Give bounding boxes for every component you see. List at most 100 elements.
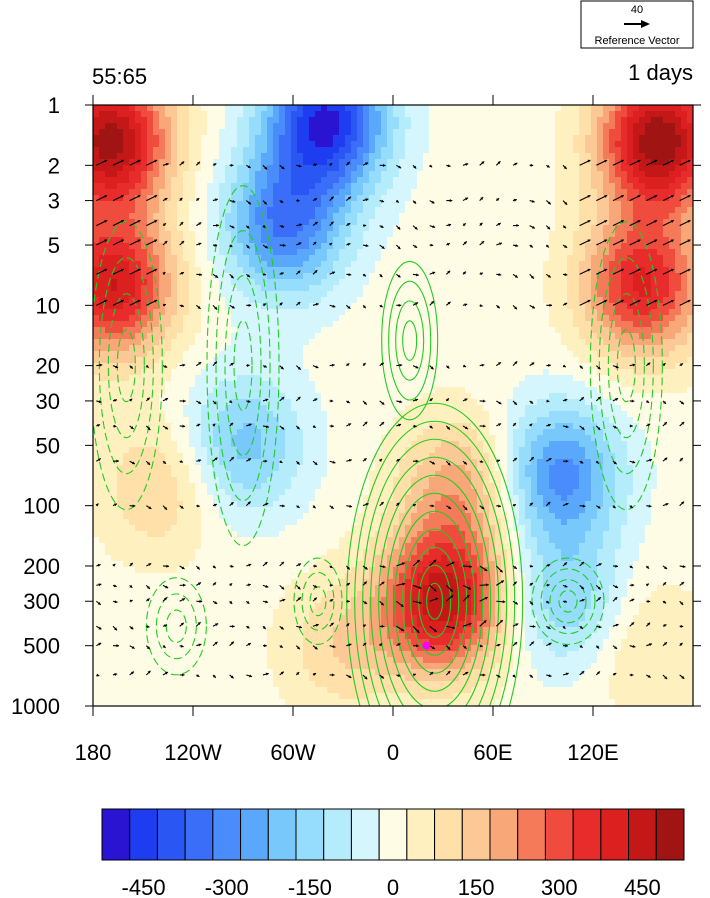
- wind-vector-head: [449, 588, 453, 592]
- wind-vector-head: [146, 598, 150, 602]
- wind-vector-head: [97, 424, 101, 427]
- colorbar-swatch: [655, 808, 685, 861]
- contour-7-4: [206, 185, 280, 547]
- wind-vector-head: [329, 242, 332, 246]
- wind-vector-head: [464, 303, 468, 307]
- contour-2-4: [531, 557, 605, 645]
- wind-vector-head: [154, 239, 158, 243]
- contour-3-3: [293, 557, 343, 645]
- contour-6-1: [616, 329, 636, 403]
- wind-vector-head: [145, 364, 149, 368]
- wind-vector-head: [587, 239, 591, 243]
- wind-vector-head: [247, 501, 251, 505]
- contour-5-2: [107, 293, 145, 439]
- colorbar-swatch: [156, 808, 186, 861]
- wind-vector-head: [498, 242, 502, 246]
- wind-vector-head: [465, 162, 469, 166]
- wind-vector-head: [687, 239, 691, 243]
- contour-0-3: [410, 546, 460, 656]
- wind-vector-head: [480, 460, 484, 464]
- wind-vector-head: [468, 622, 472, 626]
- colorbar-swatch: [295, 808, 325, 861]
- wind-vector-head: [498, 504, 501, 508]
- wind-vector-head: [229, 400, 233, 403]
- wind-vector-head: [104, 195, 108, 198]
- colorbar-swatch: [406, 808, 436, 861]
- wind-vector-head: [647, 362, 651, 366]
- wind-vector-head: [664, 566, 668, 569]
- wind-vector-head: [497, 459, 500, 463]
- wind-vector-head: [265, 600, 269, 604]
- contour-2-1: [558, 589, 578, 613]
- wind-vector-head: [164, 198, 168, 201]
- wind-vector-head: [114, 673, 118, 677]
- wind-vector-head: [363, 224, 367, 228]
- wind-vector-head: [181, 566, 185, 570]
- wind-vector-head: [464, 507, 468, 510]
- wind-vector-head: [416, 559, 420, 563]
- contour-7-3: [215, 230, 271, 502]
- wind-vector-head: [613, 461, 617, 465]
- contour-7-1: [233, 320, 253, 412]
- wind-vector-head: [463, 645, 467, 649]
- wind-vector-head: [379, 304, 383, 308]
- wind-vector-head: [580, 397, 584, 401]
- wind-vector-head: [670, 268, 674, 272]
- wind-vector-head: [163, 303, 166, 307]
- wind-vector-head: [297, 396, 301, 400]
- wind-vector-head: [631, 583, 635, 587]
- wind-vector-head: [264, 459, 268, 463]
- wind-vector-head: [663, 582, 667, 586]
- wind-vector-head: [598, 625, 602, 629]
- wind-vector-head: [514, 306, 517, 310]
- contour-5-4: [93, 221, 163, 511]
- wind-vector-head: [448, 506, 452, 509]
- wind-vector-head: [430, 301, 434, 305]
- wind-vector-head: [429, 425, 433, 429]
- wind-vector-head: [604, 195, 608, 198]
- wind-vector-head: [681, 501, 685, 505]
- wind-vector-head: [329, 163, 333, 167]
- wind-vector-head: [670, 239, 674, 243]
- wind-vector-head: [579, 365, 583, 369]
- wind-vector-head: [331, 424, 334, 428]
- wind-vector-head: [514, 642, 518, 645]
- wind-vector-head: [512, 674, 516, 678]
- wind-vector-head: [230, 275, 234, 279]
- wind-vector-head: [445, 398, 449, 402]
- wind-vector-head: [565, 672, 569, 676]
- wind-vector-head: [614, 597, 618, 601]
- wind-vector-head: [162, 272, 166, 275]
- wind-vector-head: [530, 275, 534, 279]
- wind-vector-head: [587, 159, 591, 163]
- wind-vector-head: [416, 629, 420, 633]
- wind-vector-head: [448, 223, 452, 227]
- wind-vector-head: [400, 603, 404, 607]
- wind-vector-head: [263, 303, 267, 307]
- wind-vector-head: [581, 426, 585, 430]
- x-tick-label: 120W: [164, 740, 222, 765]
- wind-vector-head: [180, 304, 184, 308]
- wind-vector-head: [587, 195, 591, 198]
- wind-vector-head: [502, 600, 506, 604]
- wind-vector-head: [137, 268, 141, 272]
- wind-vector-head: [530, 163, 534, 167]
- wind-vector-head: [447, 671, 451, 674]
- wind-vector-head: [129, 398, 133, 402]
- wind-vector-head: [214, 641, 218, 645]
- wind-vector-head: [397, 226, 401, 230]
- colorbar-swatch: [240, 808, 269, 861]
- wind-vector-head: [230, 163, 234, 167]
- wind-vector-head: [231, 225, 235, 229]
- wind-vector-head: [513, 503, 516, 507]
- wind-vector-head: [529, 244, 533, 248]
- wind-vector-head: [364, 421, 368, 425]
- wind-vector-head: [280, 626, 284, 630]
- wind-vector-head: [348, 675, 352, 678]
- wind-vector-head: [104, 159, 108, 163]
- wind-vector-head: [312, 425, 316, 428]
- wind-vector-head: [397, 643, 401, 647]
- wind-vector-head: [279, 460, 283, 463]
- wind-vector-head: [615, 623, 619, 627]
- wind-vector-head: [98, 583, 102, 587]
